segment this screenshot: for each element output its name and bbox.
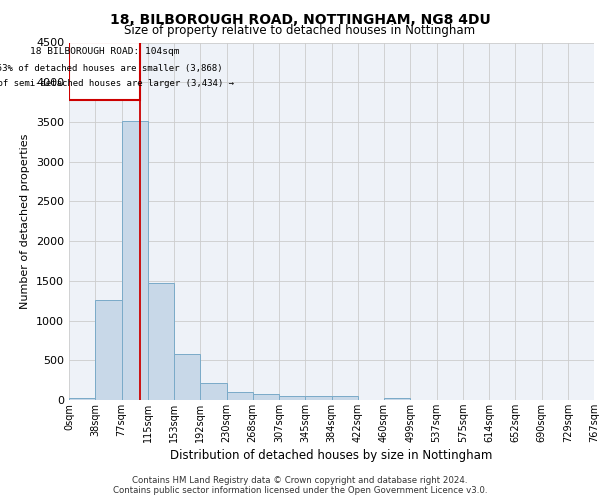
Text: Size of property relative to detached houses in Nottingham: Size of property relative to detached ho… xyxy=(124,24,476,37)
Bar xyxy=(174,354,200,400)
Bar xyxy=(95,300,121,400)
Bar xyxy=(148,283,174,400)
Bar xyxy=(69,398,95,400)
Bar xyxy=(69,42,140,100)
Bar xyxy=(200,382,227,400)
Bar xyxy=(384,398,410,400)
Bar xyxy=(331,396,358,400)
Text: 18, BILBOROUGH ROAD, NOTTINGHAM, NG8 4DU: 18, BILBOROUGH ROAD, NOTTINGHAM, NG8 4DU xyxy=(110,12,490,26)
Bar xyxy=(253,394,279,400)
Text: 47% of semi-detached houses are larger (3,434) →: 47% of semi-detached houses are larger (… xyxy=(0,80,233,88)
Bar xyxy=(279,396,305,400)
Bar xyxy=(121,121,148,400)
Bar xyxy=(305,396,331,400)
Y-axis label: Number of detached properties: Number of detached properties xyxy=(20,134,31,309)
Text: 18 BILBOROUGH ROAD: 104sqm: 18 BILBOROUGH ROAD: 104sqm xyxy=(30,46,179,56)
Text: ← 53% of detached houses are smaller (3,868): ← 53% of detached houses are smaller (3,… xyxy=(0,64,223,72)
Bar xyxy=(227,392,253,400)
X-axis label: Distribution of detached houses by size in Nottingham: Distribution of detached houses by size … xyxy=(170,449,493,462)
Text: Contains HM Land Registry data © Crown copyright and database right 2024.
Contai: Contains HM Land Registry data © Crown c… xyxy=(113,476,487,495)
